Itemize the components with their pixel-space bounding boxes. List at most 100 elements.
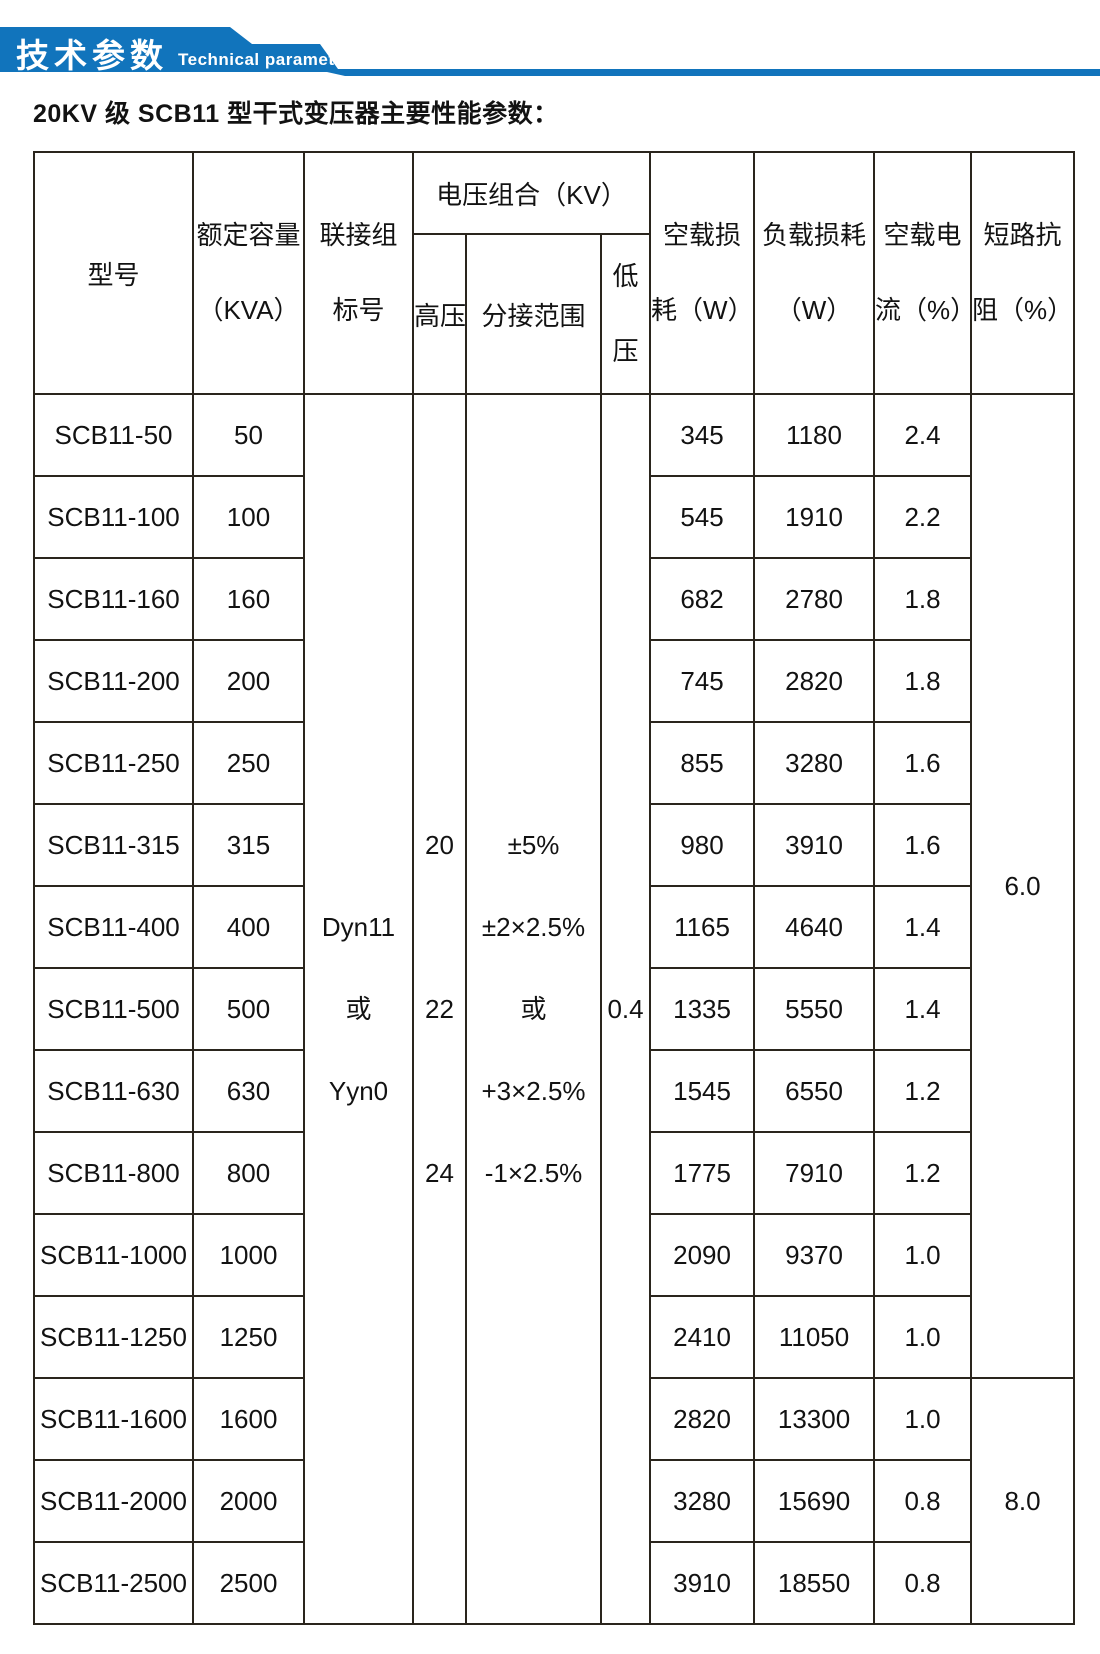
cell-model: SCB11-315 <box>33 803 194 887</box>
cell-model: SCB11-1000 <box>33 1213 194 1297</box>
cell-no-load-current: 1.2 <box>873 1131 973 1215</box>
cell-model: SCB11-1600 <box>33 1377 194 1461</box>
cell-load-loss: 3280 <box>753 721 876 805</box>
cell-model: SCB11-1250 <box>33 1295 194 1379</box>
col-header-no-load-loss-line1: 空载损 <box>663 220 742 250</box>
cell-capacity: 1000 <box>192 1213 305 1297</box>
spec-table: 型号 额定容量 （KVA） 联接组 标号 电压组合（KV） 空载损 耗（W） 负… <box>33 151 1076 1625</box>
cell-no-load-loss: 2820 <box>649 1377 756 1461</box>
cell-load-loss: 9370 <box>753 1213 876 1297</box>
cell-no-load-loss: 3910 <box>649 1541 756 1625</box>
cell-no-load-current: 1.4 <box>873 967 973 1051</box>
merged-cell-connection: Dyn11 或 Yyn0 <box>303 393 414 1625</box>
tap-range-line: 或 <box>520 994 547 1024</box>
tap-range-line: ±5% <box>507 830 560 860</box>
cell-no-load-current: 2.4 <box>873 393 973 477</box>
col-header-impedance: 短路抗 阻（%） <box>970 151 1076 395</box>
merged-cell-impedance-8: 8.0 <box>970 1377 1076 1625</box>
table-row: SCB11-160 160 682 2780 1.8 <box>33 557 1074 641</box>
col-header-impedance-line1: 短路抗 <box>983 220 1062 250</box>
banner-ribbon-shape <box>0 27 1100 76</box>
banner-title-en: Technical parameter <box>178 50 352 69</box>
cell-no-load-current: 2.2 <box>873 475 973 559</box>
cell-capacity: 50 <box>192 393 305 477</box>
hv-line: 22 <box>425 994 454 1024</box>
cell-model: SCB11-50 <box>33 393 194 477</box>
hv-line: 24 <box>425 1158 454 1188</box>
cell-capacity: 160 <box>192 557 305 641</box>
cell-no-load-current: 1.0 <box>873 1377 973 1461</box>
col-header-no-load-loss: 空载损 耗（W） <box>649 151 756 395</box>
cell-no-load-loss: 745 <box>649 639 756 723</box>
table-row: SCB11-1600 1600 2820 13300 1.0 8.0 <box>33 1377 1076 1625</box>
cell-no-load-loss: 682 <box>649 557 756 641</box>
cell-model: SCB11-500 <box>33 967 194 1051</box>
section-banner: 技术参数 Technical parameter <box>0 27 1100 76</box>
cell-no-load-current: 0.8 <box>873 1459 973 1543</box>
col-header-lv-line1: 低 <box>612 261 639 291</box>
cell-load-loss: 2780 <box>753 557 876 641</box>
col-header-voltage-combo: 电压组合（KV） <box>411 151 652 235</box>
cell-no-load-loss: 545 <box>649 475 756 559</box>
cell-no-load-current: 1.8 <box>873 639 973 723</box>
col-header-impedance-line2: 阻（%） <box>972 295 1074 325</box>
col-header-connection-line2: 标号 <box>332 295 385 325</box>
connection-line: 或 <box>345 994 372 1024</box>
col-header-lv-line2: 压 <box>612 336 639 366</box>
col-header-tap-range: 分接范围 <box>465 233 602 395</box>
connection-line: Dyn11 <box>321 912 396 942</box>
cell-load-loss: 4640 <box>753 885 876 969</box>
cell-load-loss: 1180 <box>753 393 876 477</box>
page-title: 20KV 级 SCB11 型干式变压器主要性能参数： <box>33 100 559 128</box>
col-header-connection-line1: 联接组 <box>319 220 398 250</box>
merged-cell-lv: 0.4 <box>599 393 652 1625</box>
cell-capacity: 1250 <box>192 1295 305 1379</box>
hv-line <box>414 1050 465 1132</box>
col-header-no-load-current-line1: 空载电 <box>883 220 962 250</box>
cell-model: SCB11-250 <box>33 721 194 805</box>
cell-model: SCB11-200 <box>33 639 194 723</box>
connection-line: Yyn0 <box>328 1076 389 1106</box>
table-row: SCB11-630 630 1545 6550 1.2 <box>33 1049 1074 1133</box>
cell-model: SCB11-630 <box>33 1049 194 1133</box>
table-row: SCB11-50 50 Dyn11 或 Yyn0 20 22 24 ±5% ±2… <box>33 393 1076 1625</box>
col-header-load-loss-line2: （W） <box>775 295 853 325</box>
cell-load-loss: 5550 <box>753 967 876 1051</box>
table-row: SCB11-500 500 1335 5550 1.4 <box>33 967 1074 1051</box>
cell-load-loss: 11050 <box>753 1295 876 1379</box>
cell-model: SCB11-100 <box>33 475 194 559</box>
cell-no-load-current: 1.8 <box>873 557 973 641</box>
col-header-no-load-current-line2: 流（%） <box>875 295 977 325</box>
cell-capacity: 250 <box>192 721 305 805</box>
cell-no-load-loss: 345 <box>649 393 756 477</box>
cell-model: SCB11-2000 <box>33 1459 194 1543</box>
table-row: SCB11-315 315 980 3910 1.6 <box>33 803 1074 887</box>
cell-no-load-current: 1.6 <box>873 803 973 887</box>
cell-load-loss: 18550 <box>753 1541 876 1625</box>
col-header-capacity: 额定容量 （KVA） <box>192 151 305 395</box>
cell-load-loss: 2820 <box>753 639 876 723</box>
table-row: SCB11-200 200 745 2820 1.8 <box>33 639 1074 723</box>
cell-load-loss: 13300 <box>753 1377 876 1461</box>
cell-no-load-loss: 855 <box>649 721 756 805</box>
cell-no-load-loss: 3280 <box>649 1459 756 1543</box>
merged-cell-tap-range: ±5% ±2×2.5% 或 +3×2.5% -1×2.5% <box>465 393 602 1625</box>
col-header-model: 型号 <box>33 151 194 395</box>
cell-load-loss: 6550 <box>753 1049 876 1133</box>
cell-model: SCB11-2500 <box>33 1541 194 1625</box>
cell-load-loss: 3910 <box>753 803 876 887</box>
table-row: SCB11-2000 2000 3280 15690 0.8 <box>33 1459 1074 1543</box>
cell-model: SCB11-400 <box>33 885 194 969</box>
col-header-capacity-line2: （KVA） <box>197 295 300 325</box>
tap-range-line: ±2×2.5% <box>481 912 586 942</box>
banner-title-cn: 技术参数 <box>16 37 168 74</box>
cell-no-load-current: 1.4 <box>873 885 973 969</box>
cell-no-load-loss: 1775 <box>649 1131 756 1215</box>
col-header-lv: 低 压 <box>599 233 652 395</box>
col-header-hv: 高压 <box>412 233 467 395</box>
cell-capacity: 200 <box>192 639 305 723</box>
table-row: SCB11-400 400 1165 4640 1.4 <box>33 885 1074 969</box>
table-row: SCB11-1000 1000 2090 9370 1.0 <box>33 1213 1074 1297</box>
cell-load-loss: 1910 <box>753 475 876 559</box>
cell-no-load-loss: 2410 <box>649 1295 756 1379</box>
